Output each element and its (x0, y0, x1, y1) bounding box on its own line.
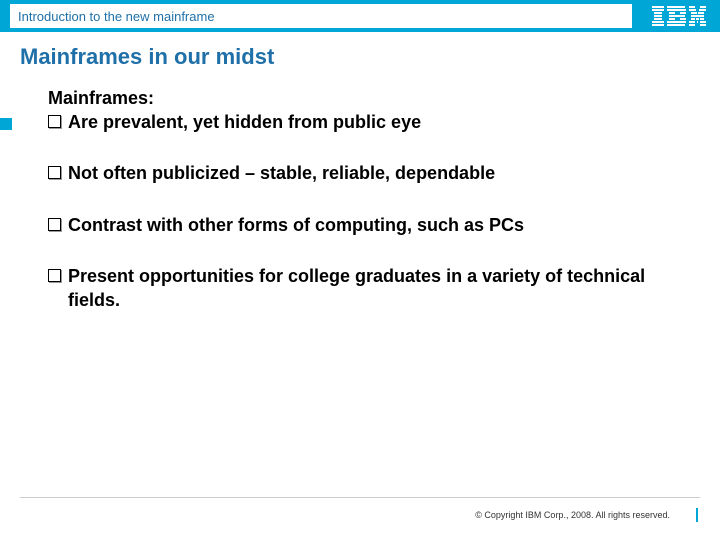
checkbox-bullet-icon (48, 269, 61, 282)
checkbox-bullet-icon (48, 218, 61, 231)
bullet-text: Contrast with other forms of computing, … (68, 214, 680, 237)
bullet-item: Are prevalent, yet hidden from public ey… (48, 111, 680, 134)
header-subtitle-container: Introduction to the new mainframe (10, 4, 632, 28)
ibm-logo-icon (652, 6, 706, 26)
bullet-item: Not often publicized – stable, reliable,… (48, 162, 680, 185)
bullet-item: Contrast with other forms of computing, … (48, 214, 680, 237)
footer-copyright: © Copyright IBM Corp., 2008. All rights … (475, 510, 670, 520)
ibm-logo-svg (652, 6, 706, 26)
bullet-item: Present opportunities for college gradua… (48, 265, 680, 312)
bullet-text: Not often publicized – stable, reliable,… (68, 162, 680, 185)
footer-divider (20, 497, 700, 498)
checkbox-bullet-icon (48, 166, 61, 179)
bullet-text: Are prevalent, yet hidden from public ey… (68, 111, 680, 134)
bullet-text: Present opportunities for college gradua… (68, 265, 680, 312)
footer-accent-icon (696, 508, 698, 522)
side-accent-icon (0, 118, 12, 130)
slide-content: Mainframes: Are prevalent, yet hidden fr… (0, 88, 720, 312)
slide-title: Mainframes in our midst (20, 44, 720, 70)
intro-text: Mainframes: (48, 88, 680, 109)
checkbox-bullet-icon (48, 115, 61, 128)
header-bar: Introduction to the new mainframe (0, 0, 720, 32)
header-subtitle: Introduction to the new mainframe (18, 9, 215, 24)
